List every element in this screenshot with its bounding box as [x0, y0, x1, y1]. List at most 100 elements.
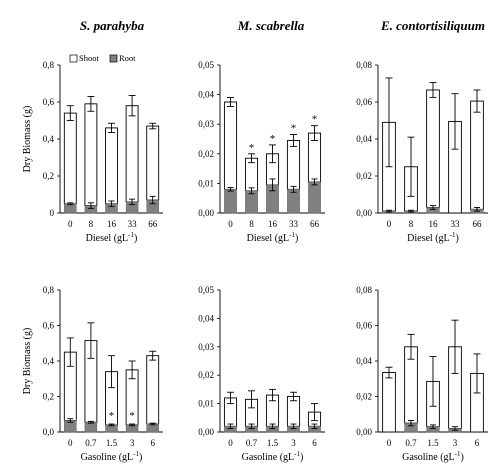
- bar-shoot: [146, 355, 160, 425]
- legend-swatch-root: [109, 54, 118, 63]
- bar-root: [308, 181, 321, 214]
- y-tick-label: 0,4: [43, 356, 55, 366]
- x-tick-label: 8: [409, 219, 414, 229]
- y-tick-label: 0,0: [43, 427, 55, 437]
- y-tick-label: 0,01: [198, 178, 214, 188]
- y-tick-label: 0,00: [198, 208, 214, 218]
- x-tick-label: 0: [68, 219, 73, 229]
- chart-panel-5: 0,00 0,01 0,02 0,03 0,04 0,05 0 0.7 1.5 3 6 Gasolin…: [198, 285, 325, 463]
- x-tick-label: 0: [387, 438, 392, 448]
- x-axis-label: Gasoline (gL-1): [402, 450, 464, 463]
- bar-root: [84, 421, 98, 433]
- x-tick-label: 6: [150, 438, 155, 448]
- y-tick-label: 0,2: [43, 171, 54, 181]
- significance-asterisk: *: [270, 133, 276, 145]
- chart-panel-3: E. contortisiliquum 0,00 0,02 0,04 0,06 0,08 0…: [356, 18, 488, 244]
- bar-shoot: [223, 101, 238, 190]
- chart-panel-2: M. scabrella 0,00 0,01 0,02 0,03 0,04 0,05 0 8 16…: [198, 18, 325, 244]
- x-tick-label: 0: [228, 438, 233, 448]
- x-tick-label: 3: [130, 438, 135, 448]
- y-tick-label: 0,03: [198, 119, 214, 129]
- x-axis-label: Gasoline (gL-1): [242, 450, 304, 463]
- y-tick-label: 0,02: [356, 392, 372, 402]
- x-tick-label: 1.5: [427, 438, 439, 448]
- chart-title: S. parahyba: [80, 18, 145, 33]
- y-tick-label: 0,04: [356, 356, 372, 366]
- chart-title: M. scabrella: [237, 18, 305, 33]
- y-tick-label: 0,00: [356, 208, 372, 218]
- x-tick-label: 0.7: [85, 438, 97, 448]
- significance-asterisk: *: [129, 410, 135, 422]
- x-tick-label: 0: [387, 219, 392, 229]
- y-tick-label: 0,06: [356, 321, 372, 331]
- y-tick-label: 0,6: [43, 321, 55, 331]
- bar-root: [64, 203, 77, 214]
- y-tick-label: 0,04: [198, 313, 214, 323]
- x-tick-label: 33: [451, 219, 461, 229]
- legend-label-root: Root: [119, 53, 136, 63]
- x-axis-label: Gasoline (gL-1): [81, 450, 143, 463]
- y-tick-label: 0,02: [356, 171, 372, 181]
- bar-root: [287, 189, 300, 214]
- legend-label-shoot: Shoot: [79, 53, 99, 63]
- chart-title: E. contortisiliquum: [380, 18, 485, 33]
- x-tick-label: 8: [249, 219, 254, 229]
- x-tick-label: 3: [453, 438, 458, 448]
- significance-asterisk: *: [249, 142, 255, 154]
- x-axis-label: Diesel (gL-1): [247, 231, 299, 244]
- x-tick-label: 33: [289, 219, 299, 229]
- y-tick-label: 0,04: [356, 134, 372, 144]
- x-tick-label: 16: [107, 219, 117, 229]
- y-tick-label: 0,00: [356, 427, 372, 437]
- bar-shoot: [470, 100, 484, 210]
- y-tick-label: 0,08: [356, 285, 372, 295]
- bar-shoot: [146, 125, 160, 201]
- bar-shoot: [426, 89, 440, 208]
- x-tick-label: 6: [312, 438, 317, 448]
- x-tick-label: 66: [148, 219, 158, 229]
- significance-asterisk: *: [312, 114, 318, 126]
- x-tick-label: 66: [473, 219, 483, 229]
- x-tick-label: 16: [429, 219, 439, 229]
- y-tick-label: 0,8: [43, 285, 55, 295]
- x-axis-label: Diesel (gL-1): [86, 231, 138, 244]
- y-tick-label: 0: [50, 208, 55, 218]
- y-tick-label: 0,03: [198, 342, 214, 352]
- significance-asterisk: *: [291, 123, 297, 135]
- x-tick-label: 3: [291, 438, 296, 448]
- y-tick-label: 0,00: [198, 427, 214, 437]
- y-axis-label: Dry Biomass (g): [22, 106, 33, 173]
- bar-shoot: [63, 112, 77, 205]
- bar-shoot: [286, 140, 301, 190]
- y-tick-label: 0,8: [43, 60, 55, 70]
- bar-shoot: [125, 105, 139, 203]
- x-tick-label: 66: [310, 219, 320, 229]
- x-tick-label: 6: [475, 438, 480, 448]
- y-tick-label: 0,6: [43, 97, 55, 107]
- y-tick-label: 0,05: [198, 285, 214, 295]
- x-tick-label: 8: [89, 219, 94, 229]
- x-tick-label: 0.7: [405, 438, 417, 448]
- chart-panel-4: 0,0 0,2 0,4 0,6 0,8 0 0.7 1.5 3 6 * * Gasoline (gL-1…: [22, 285, 163, 463]
- y-tick-label: 0,02: [198, 149, 214, 159]
- y-tick-label: 0,06: [356, 97, 372, 107]
- x-axis-label: Diesel (gL-1): [407, 231, 459, 244]
- y-tick-label: 0,04: [198, 90, 214, 100]
- bar-shoot: [105, 127, 118, 205]
- legend: Shoot Root: [69, 53, 136, 63]
- x-tick-label: 0.7: [246, 438, 258, 448]
- bar-shoot: [84, 103, 98, 207]
- y-tick-label: 0,01: [198, 399, 214, 409]
- x-tick-label: 16: [268, 219, 278, 229]
- x-tick-label: 33: [128, 219, 138, 229]
- x-tick-label: 0: [68, 438, 73, 448]
- significance-asterisk: *: [109, 410, 115, 422]
- y-tick-label: 0,2: [43, 392, 54, 402]
- chart-panel-6: 0,00 0,02 0,04 0,06 0,08 0 0.7 1.5 3 6 Gasoline (g…: [356, 285, 488, 463]
- x-tick-label: 1.5: [106, 438, 118, 448]
- x-tick-label: 0: [228, 219, 233, 229]
- bar-root: [224, 189, 237, 214]
- y-tick-label: 0,08: [356, 60, 372, 70]
- chart-panel-1: S. parahyba 0 0,2 0,4 0,6 0,8 0 8 16 33 66 Diesel (…: [22, 18, 163, 244]
